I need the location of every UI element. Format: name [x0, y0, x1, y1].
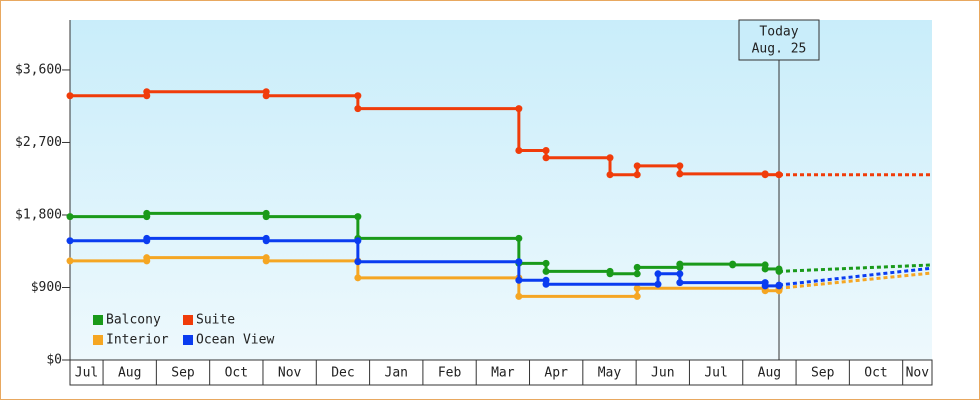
point [633, 171, 641, 179]
point [262, 257, 270, 265]
point [262, 237, 270, 245]
legend-label: Suite [196, 313, 235, 328]
x-tick-label: Oct [225, 366, 248, 381]
point [262, 92, 270, 100]
point [761, 265, 769, 273]
point [66, 92, 74, 100]
legend-swatch [183, 315, 193, 325]
point [515, 258, 523, 266]
y-tick-label: $1,800 [15, 207, 62, 222]
point [515, 292, 523, 300]
today-label: Aug. 25 [752, 42, 807, 57]
point [676, 170, 684, 178]
y-tick-label: $2,700 [15, 135, 62, 150]
legend-swatch [93, 335, 103, 345]
point [143, 209, 151, 217]
point [729, 261, 737, 269]
x-tick-label: Jul [75, 366, 98, 381]
x-tick-label: Jun [651, 366, 674, 381]
point [515, 276, 523, 284]
y-tick-label: $900 [31, 280, 62, 295]
point [761, 282, 769, 290]
legend-swatch [93, 315, 103, 325]
point [143, 234, 151, 242]
x-tick-label: May [598, 366, 622, 381]
point [761, 171, 769, 179]
x-tick-label: Apr [544, 366, 568, 381]
plot-area [70, 20, 932, 360]
point [66, 213, 74, 221]
legend-label: Interior [106, 333, 169, 348]
today-box [738, 19, 820, 61]
x-tick-label: Mar [491, 366, 515, 381]
forecast-line [778, 266, 933, 287]
point [66, 237, 74, 245]
point [654, 270, 662, 278]
point [515, 147, 523, 155]
today-label: Today [759, 25, 798, 40]
point [542, 154, 550, 162]
point [761, 287, 769, 295]
point [354, 258, 362, 266]
point [66, 257, 74, 265]
x-tick-label: Nov [278, 366, 302, 381]
legend-label: Balcony [106, 313, 161, 328]
forecast-line [778, 263, 933, 273]
point [354, 274, 362, 282]
x-tick-label: Aug [758, 366, 781, 381]
x-tick-label: Sep [811, 366, 835, 381]
point [676, 270, 684, 278]
legend-swatch [183, 335, 193, 345]
x-tick-label: Sep [171, 366, 195, 381]
x-axis-band [69, 359, 933, 386]
point [633, 263, 641, 271]
point [633, 162, 641, 170]
point [654, 280, 662, 288]
point [143, 88, 151, 96]
point [515, 105, 523, 113]
point [633, 270, 641, 278]
point [542, 147, 550, 155]
point [542, 259, 550, 267]
x-tick-label: Aug [118, 366, 141, 381]
point [354, 105, 362, 113]
point [606, 270, 614, 278]
x-tick-label: Feb [438, 366, 462, 381]
point [633, 292, 641, 300]
point [354, 237, 362, 245]
point [354, 213, 362, 221]
point [262, 213, 270, 221]
forecast-line [778, 271, 933, 290]
x-tick-label: Jul [704, 366, 727, 381]
x-tick-label: Dec [331, 366, 354, 381]
point [354, 92, 362, 100]
point [676, 162, 684, 170]
point [676, 260, 684, 268]
point [606, 171, 614, 179]
point [542, 280, 550, 288]
point [676, 279, 684, 287]
y-tick-label: $0 [46, 353, 62, 368]
x-tick-label: Jan [385, 366, 408, 381]
point [633, 284, 641, 292]
point [542, 267, 550, 275]
point [515, 234, 523, 242]
point [606, 154, 614, 162]
legend-label: Ocean View [196, 333, 274, 348]
y-tick-label: $3,600 [15, 62, 62, 77]
x-tick-label: Oct [864, 366, 887, 381]
point [143, 254, 151, 262]
x-tick-label: Nov [906, 366, 930, 381]
